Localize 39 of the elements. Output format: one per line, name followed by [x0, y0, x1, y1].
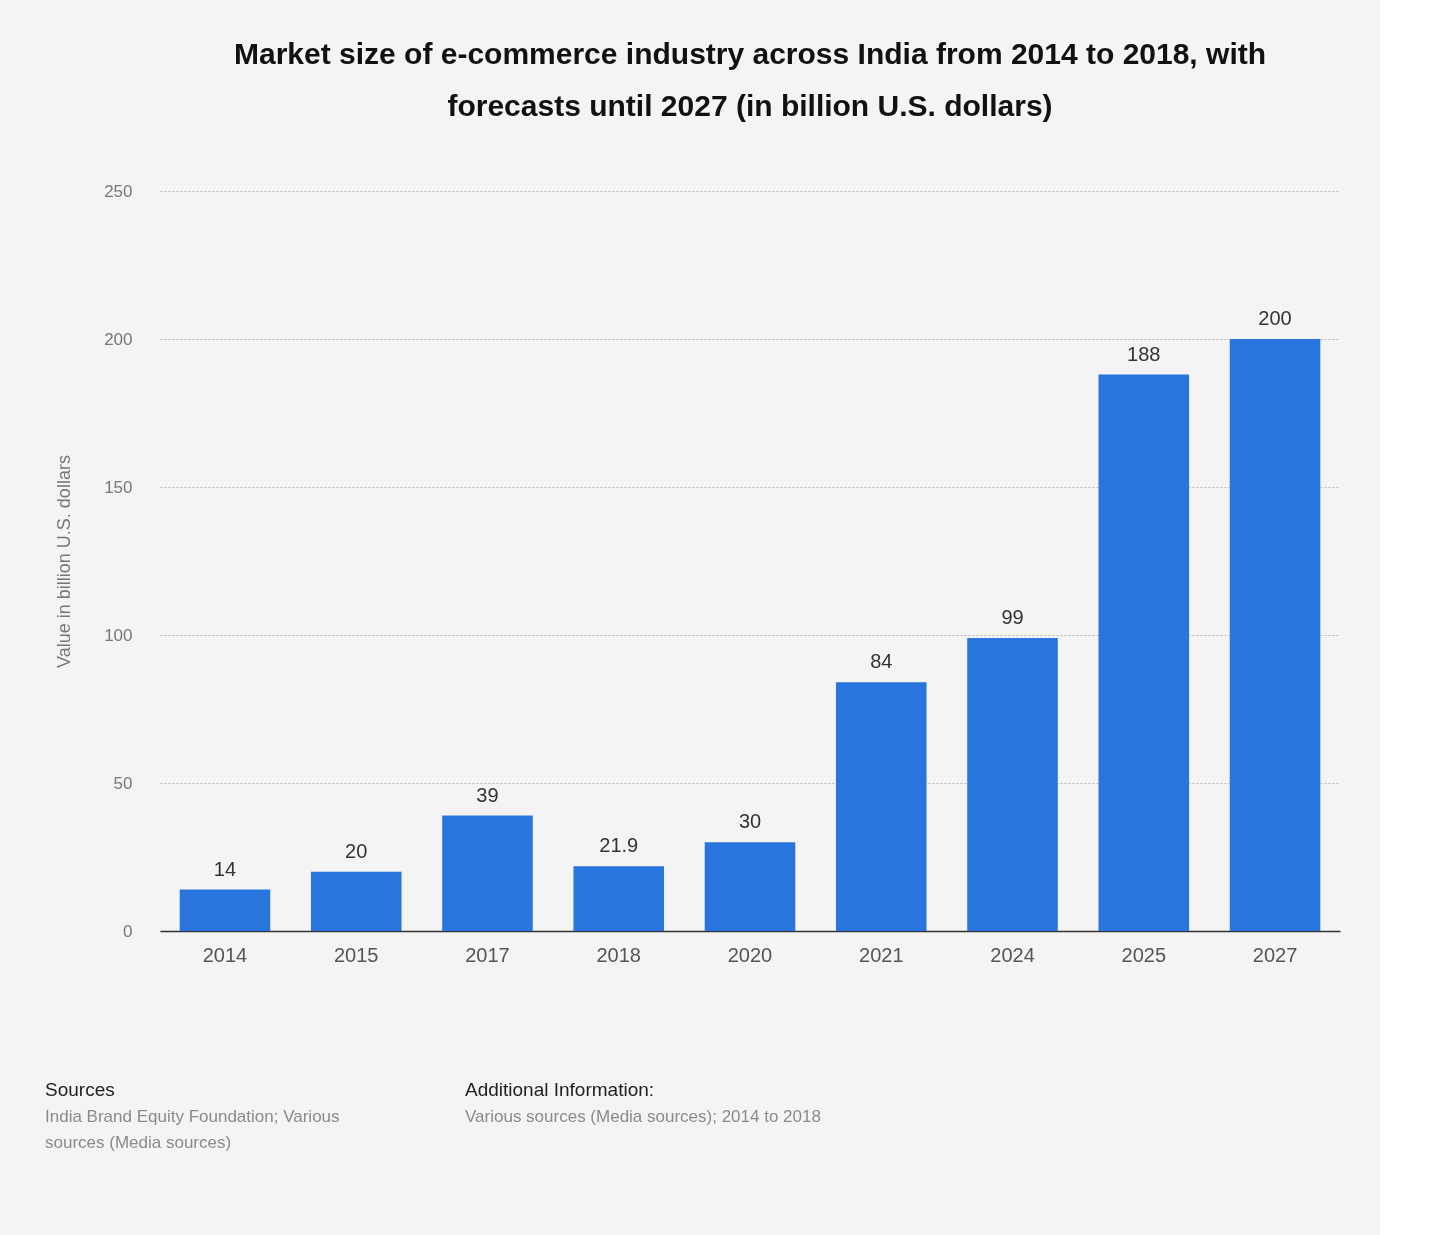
text: Sources: [45, 1079, 115, 1100]
data-label: 14: [213, 857, 237, 880]
bar: [573, 866, 665, 931]
y-tick-label: 250: [104, 181, 133, 201]
bar: [835, 682, 927, 931]
bar: [1098, 374, 1190, 931]
y-axis-title: Value in billion U.S. dollars: [54, 455, 75, 668]
data-label: 99: [1001, 605, 1024, 628]
data-label: 21.9: [599, 834, 639, 857]
x-tick-label: 2015: [333, 943, 379, 966]
y-tick-label: 100: [104, 625, 133, 645]
x-tick-label: 2027: [1252, 943, 1298, 966]
text: Additional Information:: [465, 1079, 655, 1100]
y-tick-label: 0: [123, 921, 133, 941]
x-tick-label: 2017: [465, 943, 510, 966]
x-tick-label: 2024: [990, 943, 1035, 966]
bar: [179, 889, 271, 931]
data-label: 188: [1127, 342, 1161, 365]
x-tick-label: 2018: [596, 943, 641, 966]
chart-title: Market size of e-commerce industry across India from 2014 to 2018, with forecasts until 2027 (in billion U.S. dollars): [233, 37, 1267, 122]
data-label: 39: [476, 783, 499, 806]
bar: [704, 842, 796, 931]
x-tick-label: 2020: [727, 943, 773, 966]
bar: [967, 637, 1058, 931]
x-tick-label: 2025: [1121, 943, 1167, 966]
bar: [442, 815, 533, 931]
text: India Brand Equity Foundation; Various sources (Media sources): [45, 1107, 340, 1152]
y-tick-label: 50: [113, 773, 133, 793]
data-label: 20: [345, 839, 368, 862]
x-tick-label: 2021: [859, 943, 904, 966]
data-label: 30: [738, 810, 762, 833]
text: Various sources (Media sources); 2014 to 2018: [465, 1107, 821, 1126]
data-label: 84: [870, 650, 893, 673]
x-tick-label: 2014: [202, 943, 248, 966]
y-tick-label: 150: [104, 477, 133, 497]
y-tick-label: 200: [104, 329, 133, 349]
data-label: 200: [1258, 307, 1292, 329]
bar: [1229, 339, 1321, 931]
bar: [310, 871, 402, 931]
